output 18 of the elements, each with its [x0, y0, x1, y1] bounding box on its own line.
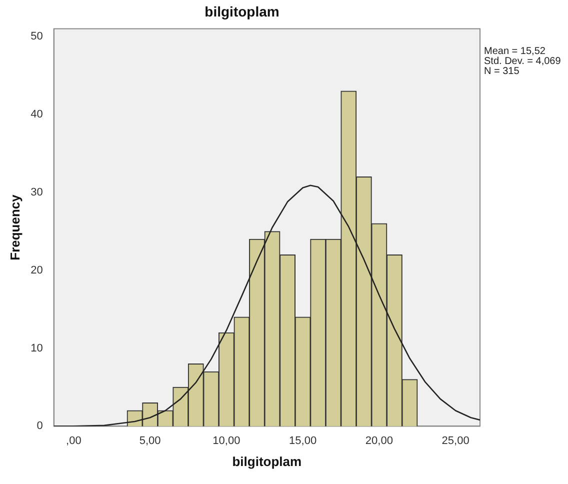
text: N = 315 — [484, 66, 520, 77]
text: Std. Dev. = 4,069 — [484, 56, 561, 67]
y-tick-label: 40 — [30, 108, 43, 121]
y-tick-label: 50 — [30, 30, 43, 43]
y-tick-label: 20 — [30, 264, 43, 276]
x-tick-label: ,00 — [66, 434, 82, 447]
chart-title: bilgitoplam — [204, 3, 280, 20]
y-tick-label: 0 — [36, 420, 43, 432]
x-tick-label: 5,00 — [139, 434, 161, 447]
y-tick-label: 10 — [30, 342, 43, 354]
y-axis-title: Frequency — [7, 194, 22, 260]
x-tick-label: 15,00 — [289, 434, 317, 447]
x-tick-label: 25,00 — [442, 434, 470, 447]
x-axis-title: bilgitoplam — [232, 454, 302, 469]
x-tick-label: 20,00 — [365, 434, 393, 447]
text: Mean = 15,52 — [484, 46, 546, 57]
x-tick-label: 10,00 — [212, 434, 240, 447]
y-tick-label: 30 — [30, 186, 43, 198]
